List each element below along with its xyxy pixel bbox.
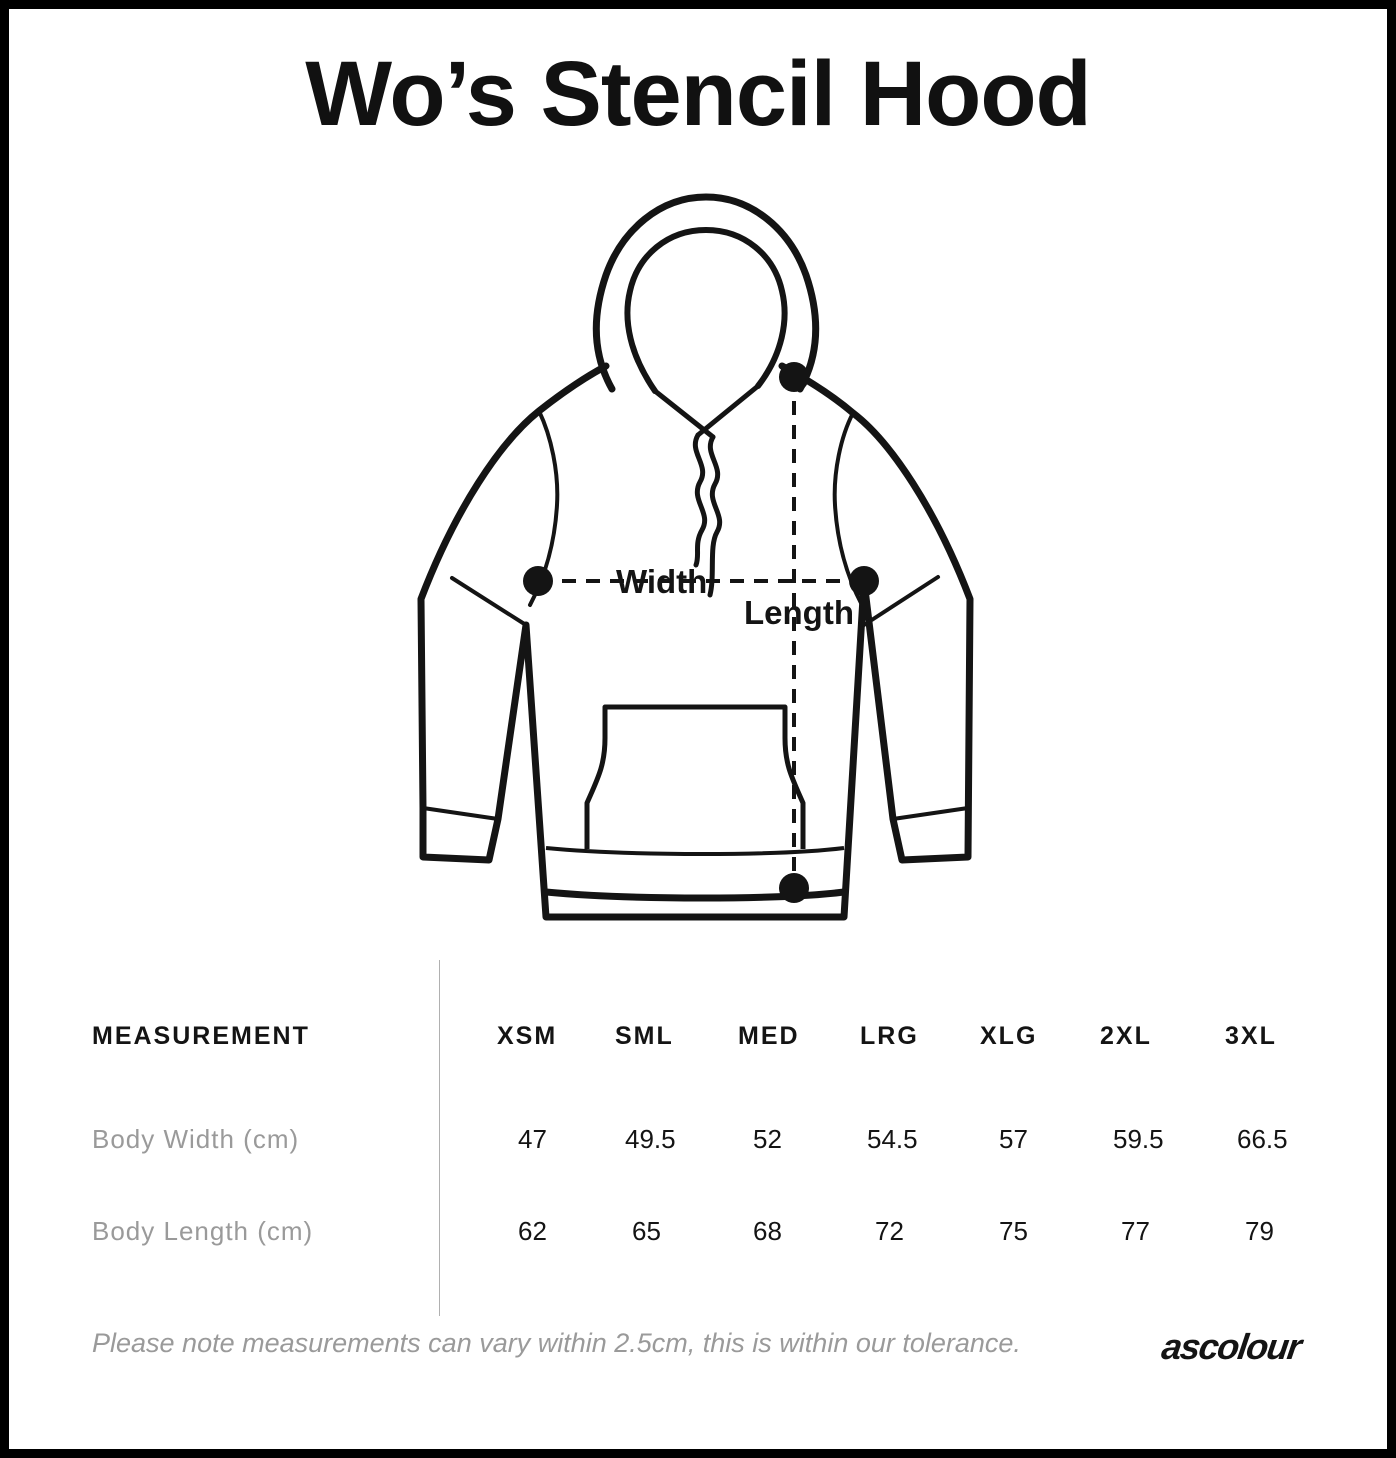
- svg-text:Width: Width: [616, 563, 707, 600]
- svg-text:Length: Length: [744, 594, 854, 631]
